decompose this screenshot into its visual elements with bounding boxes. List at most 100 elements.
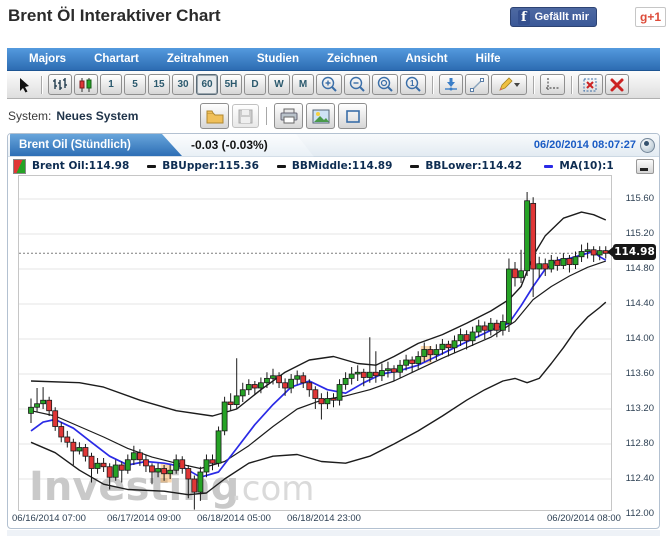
timeframe-button-30[interactable]: 30 [172,74,194,95]
legend-item-1[interactable]: BBUpper:115.36 [147,160,259,172]
google-plus-one-button[interactable]: g+1 [634,7,666,27]
zoom-out-button[interactable] [344,74,370,95]
timeframe-button-60[interactable]: 60 [196,74,218,95]
legend-item-3[interactable]: BBLower:114.42 [410,160,522,172]
timeframe-button-15[interactable]: 15 [148,74,170,95]
chart-panel: Brent Oil (Stündlich) -0.03 (-0.03%) 06/… [7,133,660,529]
price-chart-svg[interactable]: Investing.com [19,176,611,510]
legend-item-0[interactable]: Brent Oil:114.98 [13,158,130,174]
x-axis-label: 06/17/2014 09:00 [107,513,181,524]
menu-bar: Majors Chartart Zeitrahmen Studien Zeichnen A… [7,48,660,71]
cursor-tool-button[interactable] [13,74,35,95]
cursor-icon [20,77,29,92]
crosshair-axes-button[interactable] [540,74,565,95]
ohlc-bars-button[interactable] [48,74,72,95]
menu-item-majors[interactable]: Majors [29,53,67,65]
trendline-tool-button[interactable] [465,74,489,95]
delete-all-icon [610,78,624,91]
x-axis-label: 06/16/2014 07:00 [12,513,86,524]
plot-area[interactable]: Investing .com [18,175,612,511]
system-buttons [200,103,368,129]
down-arrow-icon [445,77,457,90]
zoom-auto-icon [377,76,393,92]
system-label: System: [8,109,52,123]
timeframe-button-1[interactable]: 1 [100,74,122,95]
minimize-legend-button[interactable] [635,158,654,174]
y-axis-tick: 113.20 [625,403,654,414]
toolbar-separator [571,75,572,94]
legend-item-2[interactable]: BBMiddle:114.89 [276,160,393,172]
delete-selected-button[interactable] [578,74,603,95]
chart-toolbar: 1 5 15 30 60 5H D W M 1 [7,71,660,99]
menu-item-zeitrahmen[interactable]: Zeitrahmen [166,53,229,65]
system-row: System: Neues System [7,101,660,131]
chart-datetime: 06/20/2014 08:07:27 [533,139,636,151]
y-axis-tick: 112.00 [625,508,654,519]
x-axis-label: 06/18/2014 05:00 [197,513,271,524]
menu-item-studien[interactable]: Studien [256,53,299,65]
print-button[interactable] [274,103,304,129]
pencil-icon [499,76,513,91]
bollinger-upper-line [30,211,607,417]
facebook-icon: f [518,9,530,25]
ohlc-bars-icon [53,78,67,90]
menu-item-ansicht[interactable]: Ansicht [405,53,448,65]
google-plus-one-label: g+1 [639,10,661,24]
trendline-icon [470,77,484,92]
line-swatch-icon [276,164,286,168]
zoom-out-icon [349,76,365,92]
legend-item-4[interactable]: MA(10):1 [544,160,614,172]
fullscreen-button[interactable] [338,103,368,129]
facebook-like-button[interactable]: f Gefällt mir [510,7,597,27]
toolbar-separator [266,107,268,125]
timeframe-button-w[interactable]: W [268,74,290,95]
zoom-100-button[interactable]: 1 [400,74,426,95]
legend-item-label: MA(10):1 [559,160,614,172]
top-bar: Brent Öl Interaktiver Chart f Gefällt mi… [0,0,667,34]
menu-item-zeichnen[interactable]: Zeichnen [326,53,378,65]
gridlines [19,198,611,480]
y-axis-tick: 115.20 [625,228,654,239]
zoom-auto-button[interactable] [372,74,398,95]
menu-item-chartart[interactable]: Chartart [94,53,139,65]
line-swatch-icon [544,164,554,168]
legend-item-label: Brent Oil:114.98 [32,160,130,172]
price-change: -0.03 (-0.03%) [191,138,268,152]
candlestick-style-button[interactable] [74,74,98,95]
facebook-like-label: Gefällt mir [534,11,589,23]
legend-item-label: BBMiddle:114.89 [291,160,393,172]
timeframe-button-d[interactable]: D [244,74,266,95]
zoom-100-icon: 1 [405,76,421,92]
y-axis-tick: 114.80 [625,263,654,274]
open-system-button[interactable] [200,103,230,129]
chevron-down-icon [514,82,520,87]
printer-icon [280,108,298,124]
save-image-button[interactable] [306,103,336,129]
menu-item-hilfe[interactable]: Hilfe [475,53,501,65]
legend-item-label: BBUpper:115.36 [162,160,259,172]
time-axis[interactable]: 06/16/2014 07:00 06/17/2014 09:00 06/18/20… [8,511,659,528]
timeframe-button-5h[interactable]: 5H [220,74,242,95]
toolbar-separator [41,75,42,94]
timeframe-button-m[interactable]: M [292,74,314,95]
candlestick-icon [79,77,92,92]
delete-all-button[interactable] [605,74,629,95]
save-icon [238,109,253,123]
svg-text:.com: .com [231,469,314,509]
image-icon [312,109,330,123]
zoom-in-button[interactable] [316,74,342,95]
chart-header: Brent Oil (Stündlich) -0.03 (-0.03%) 06/… [8,134,659,157]
save-system-button[interactable] [232,104,260,128]
y-axis-tick: 115.60 [625,193,654,204]
price-axis[interactable]: 114.98 115.60 115.20 114.80 114.40 114.00 113… [607,175,659,519]
y-axis-tick: 114.00 [625,333,654,344]
chart-tab[interactable]: Brent Oil (Stündlich) [10,134,182,156]
draw-tool-button[interactable] [491,74,527,95]
crosshair-axes-icon [546,77,559,90]
snap-to-price-button[interactable] [439,74,463,95]
plot-row: Investing .com 114.98 115.60 115.20 114.80 1… [8,175,659,519]
collapse-chart-button[interactable] [640,138,655,153]
timeframe-button-5[interactable]: 5 [124,74,146,95]
toolbar-separator [533,75,534,94]
delete-selected-icon [583,78,597,91]
